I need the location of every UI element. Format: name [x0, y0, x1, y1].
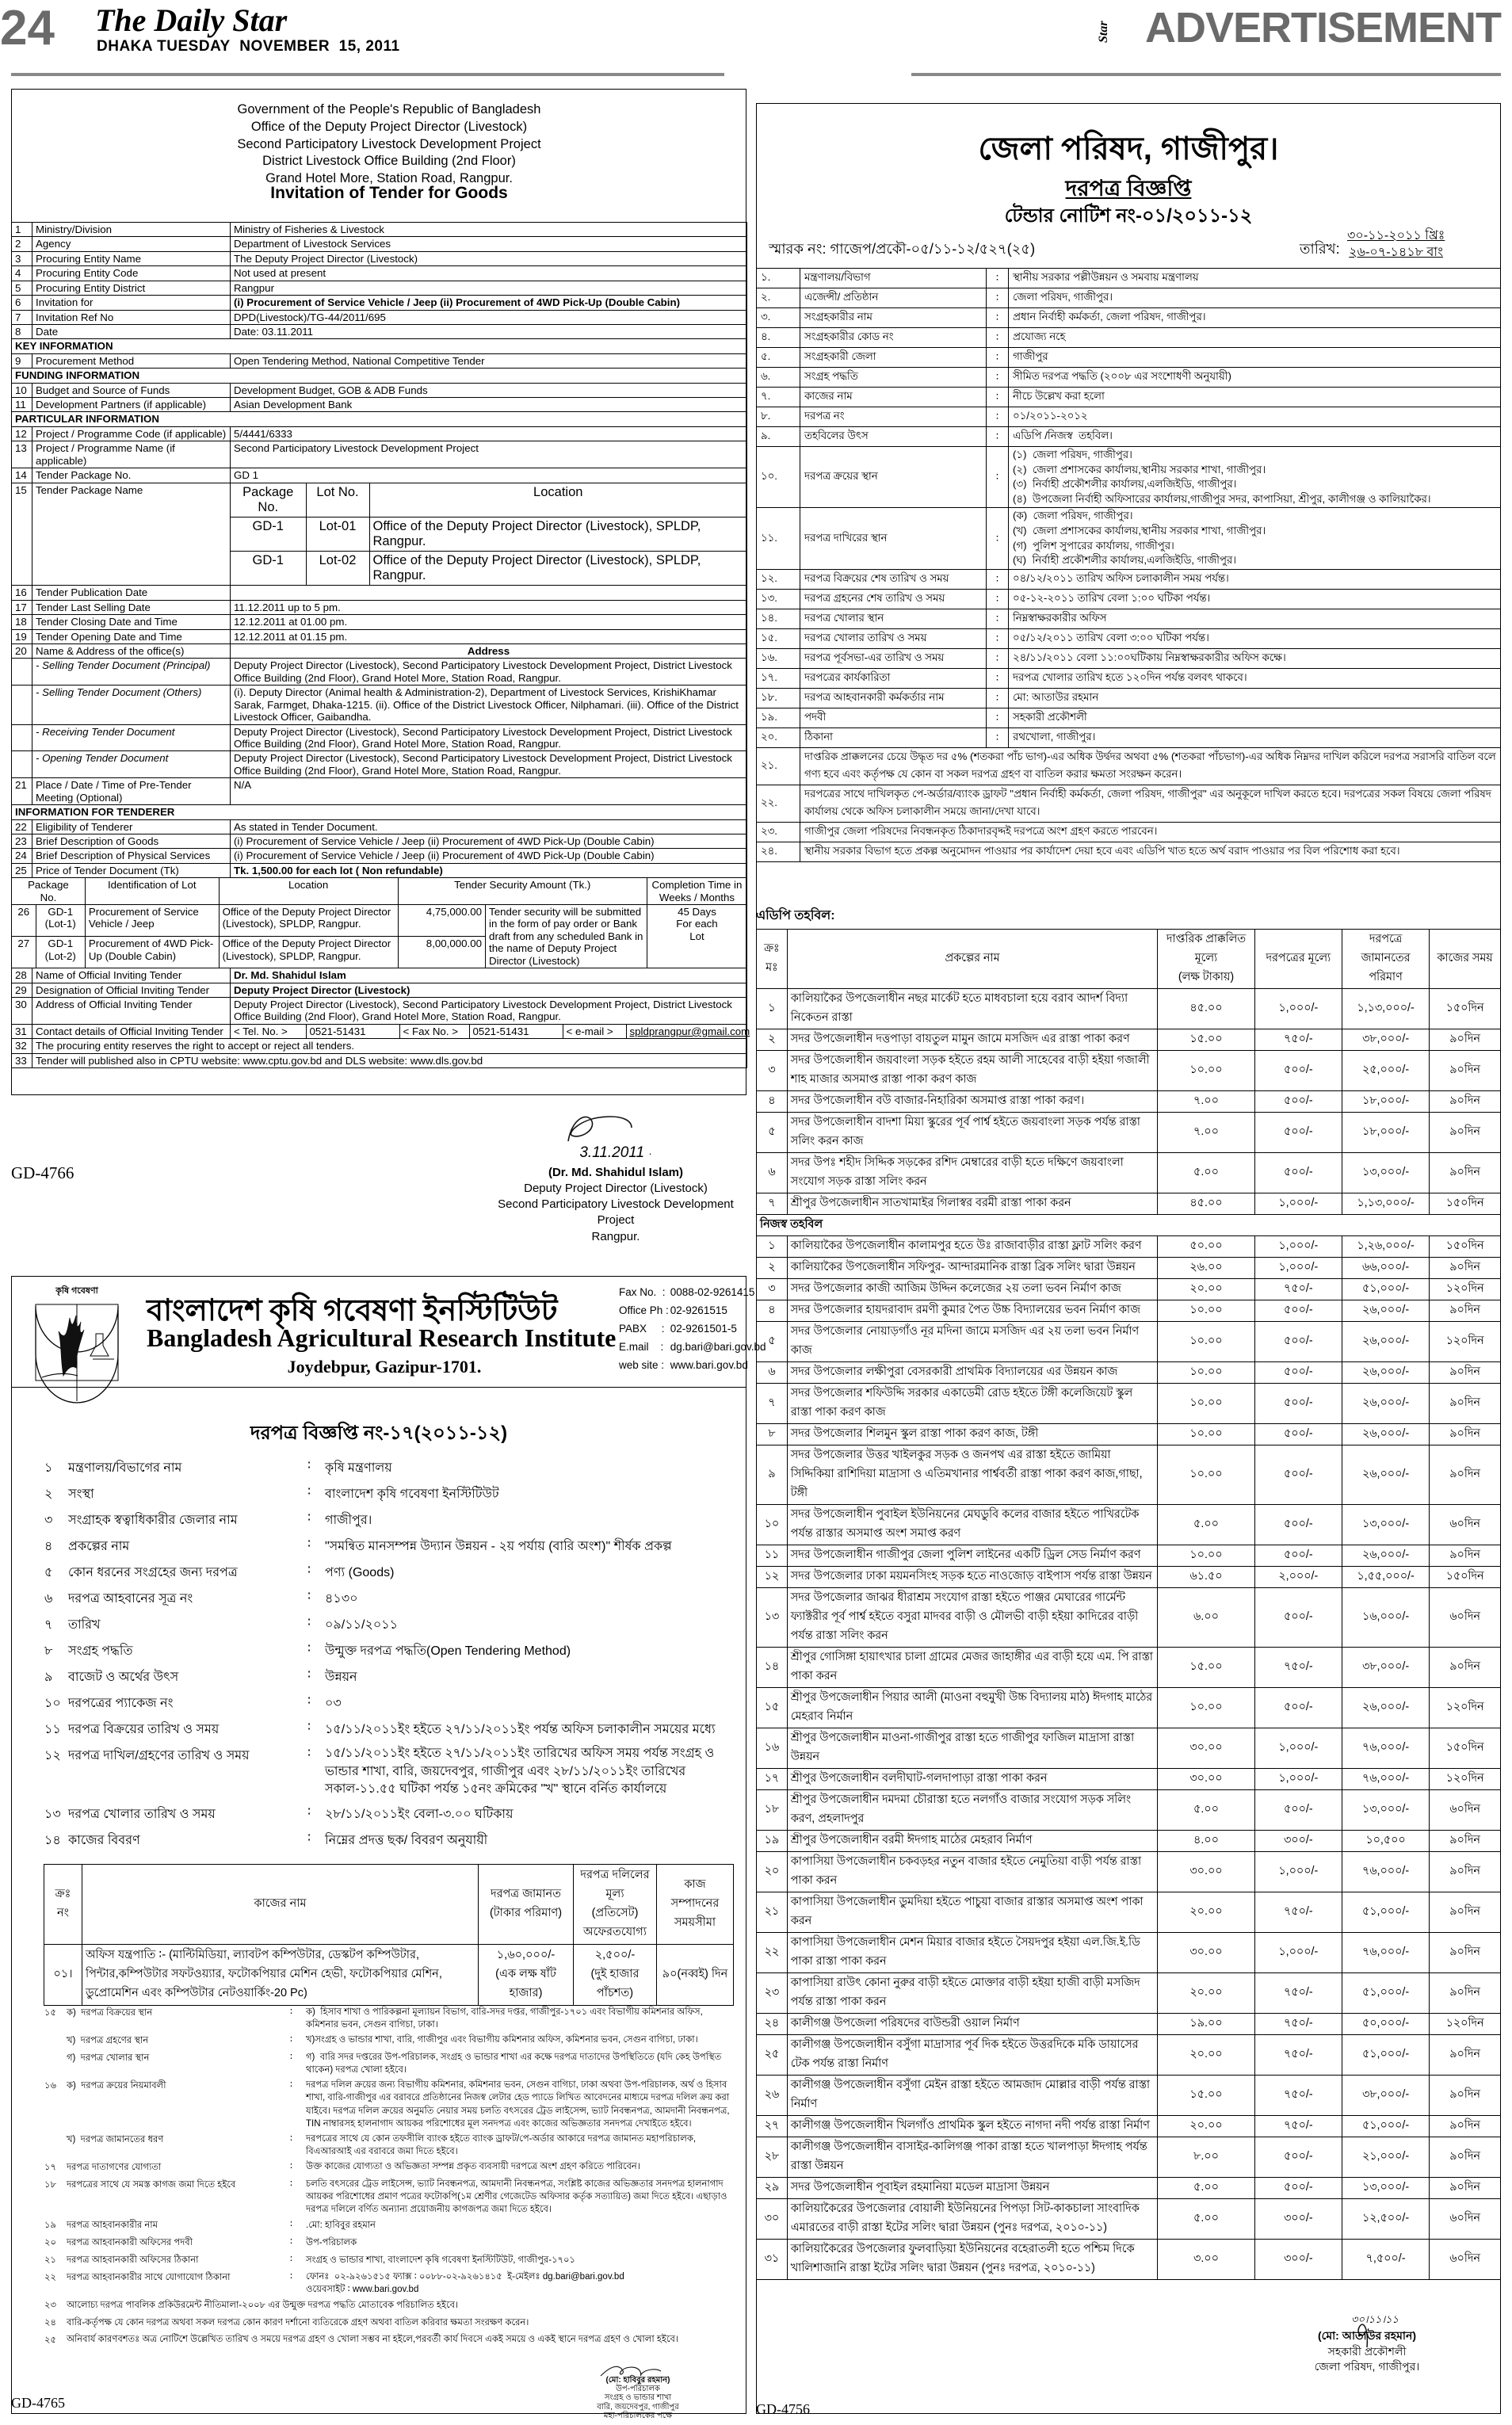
svg-text:কৃষি গবেষণা: কৃষি গবেষণা: [55, 1285, 98, 1297]
